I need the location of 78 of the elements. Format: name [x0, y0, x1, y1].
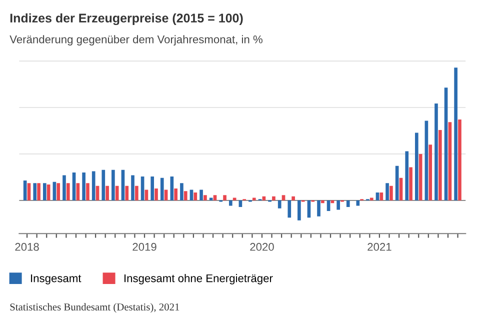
bar — [115, 186, 119, 200]
bar — [405, 151, 409, 200]
bar — [434, 104, 438, 200]
bar — [444, 88, 448, 200]
chart-subtitle: Veränderung gegenüber dem Vorjahresmonat, in % — [10, 35, 262, 46]
x-tick-label: 2020 — [250, 242, 274, 251]
bar — [112, 170, 115, 200]
bar — [72, 172, 76, 200]
bar — [317, 200, 320, 216]
bar — [292, 196, 295, 200]
bar — [27, 183, 31, 200]
bar — [160, 178, 164, 200]
bar — [409, 167, 412, 200]
x-tick-label: 2018 — [15, 242, 39, 251]
bar — [454, 68, 458, 200]
bar — [370, 198, 374, 200]
bar — [66, 183, 70, 200]
bar — [96, 186, 100, 200]
bar — [194, 192, 198, 200]
bar — [42, 183, 46, 200]
bar — [336, 200, 340, 210]
bar — [52, 182, 56, 200]
bar — [92, 171, 96, 200]
bar — [150, 176, 154, 200]
bar — [376, 192, 380, 200]
bar — [288, 200, 292, 218]
bar — [424, 120, 428, 200]
bar — [174, 188, 178, 200]
bar — [380, 192, 384, 200]
bar — [46, 184, 50, 200]
bar — [121, 170, 125, 200]
bar — [33, 183, 37, 200]
bar — [200, 190, 203, 200]
bar — [278, 200, 282, 208]
bar — [135, 186, 138, 200]
bar — [154, 188, 158, 200]
chart-title: Indizes der Erzeugerpreise (2015 = 100) — [10, 13, 243, 26]
bar — [62, 175, 66, 200]
bar — [438, 130, 442, 200]
bar — [282, 195, 286, 200]
bar — [102, 170, 106, 200]
bar — [204, 195, 207, 200]
bar — [298, 200, 301, 220]
bar — [213, 195, 217, 200]
text: Statistisches Bundesamt (Destatis), 2021 — [10, 303, 180, 313]
x-tick-label: 2021 — [368, 242, 392, 251]
legend-label: Insgesamt — [31, 274, 82, 284]
bar — [386, 183, 389, 200]
bar — [262, 196, 266, 200]
bar — [428, 144, 432, 200]
bar — [82, 172, 86, 200]
bar — [223, 195, 226, 200]
bar — [414, 132, 418, 200]
bar — [170, 176, 174, 200]
bar — [252, 198, 256, 200]
bar — [106, 186, 109, 200]
bar — [140, 176, 144, 200]
bar — [180, 183, 184, 200]
bar — [131, 175, 134, 200]
bar — [125, 186, 129, 200]
bar — [321, 200, 324, 204]
bar — [184, 191, 188, 200]
bar — [346, 200, 350, 208]
bar — [23, 180, 27, 200]
bar — [448, 122, 452, 200]
bar — [399, 178, 403, 200]
bar — [395, 166, 399, 200]
bar — [37, 183, 40, 200]
bar — [458, 119, 462, 200]
bar — [86, 183, 90, 200]
bar — [76, 183, 80, 200]
bar — [228, 200, 232, 206]
bar — [56, 183, 60, 200]
bar — [418, 154, 422, 200]
bar — [272, 196, 276, 200]
x-tick-label: 2019 — [132, 242, 156, 251]
bar — [390, 186, 393, 200]
legend-label: Insgesamt ohne Energieträger — [124, 274, 273, 284]
